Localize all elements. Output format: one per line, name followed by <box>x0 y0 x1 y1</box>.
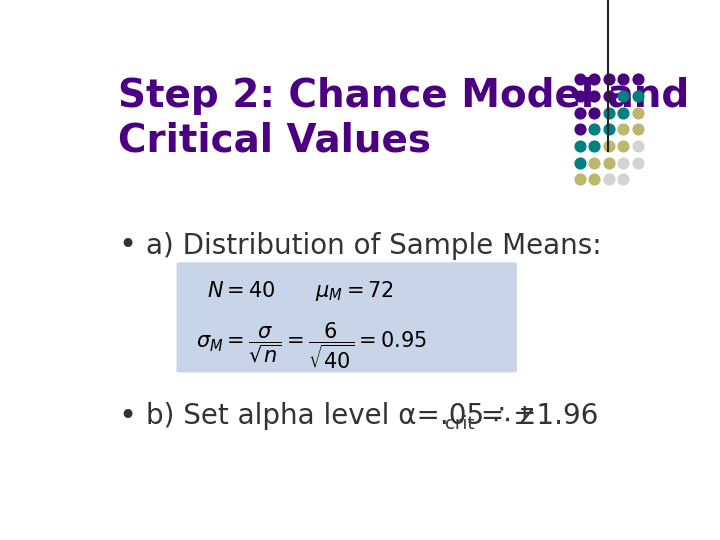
Text: $N = 40 \qquad \mu_M = 72$: $N = 40 \qquad \mu_M = 72$ <box>207 279 394 303</box>
Point <box>603 109 615 117</box>
Text: $\sigma_M = \dfrac{\sigma}{\sqrt{n}} = \dfrac{6}{\sqrt{40}} = 0.95$: $\sigma_M = \dfrac{\sigma}{\sqrt{n}} = \… <box>196 321 427 372</box>
Text: •: • <box>118 231 136 260</box>
Text: crit: crit <box>445 415 474 433</box>
Point <box>574 125 585 133</box>
Point <box>618 141 629 150</box>
Point <box>632 92 644 100</box>
Point <box>618 109 629 117</box>
Point <box>632 109 644 117</box>
Point <box>574 141 585 150</box>
Point <box>632 158 644 167</box>
Point <box>632 141 644 150</box>
Point <box>618 175 629 184</box>
Point <box>618 125 629 133</box>
Point <box>574 92 585 100</box>
Point <box>589 109 600 117</box>
Text: a) Distribution of Sample Means:: a) Distribution of Sample Means: <box>145 232 601 260</box>
Point <box>632 125 644 133</box>
Point <box>603 141 615 150</box>
Point <box>618 75 629 84</box>
Text: •: • <box>118 402 136 431</box>
Text: Step 2: Chance Model and
Critical Values: Step 2: Chance Model and Critical Values <box>118 77 689 159</box>
Point <box>574 158 585 167</box>
Point <box>603 175 615 184</box>
Point <box>589 158 600 167</box>
Point <box>589 92 600 100</box>
Text: b) Set alpha level α=.05 ∴ z: b) Set alpha level α=.05 ∴ z <box>145 402 534 430</box>
Point <box>574 175 585 184</box>
Point <box>589 125 600 133</box>
Point <box>618 92 629 100</box>
Point <box>603 75 615 84</box>
Point <box>574 75 585 84</box>
FancyBboxPatch shape <box>176 262 517 373</box>
Point <box>589 175 600 184</box>
Point <box>574 109 585 117</box>
Point <box>589 75 600 84</box>
Text: = ±1.96: = ±1.96 <box>472 402 598 430</box>
Point <box>618 158 629 167</box>
Point <box>603 158 615 167</box>
Point <box>589 141 600 150</box>
Point <box>603 125 615 133</box>
Point <box>603 92 615 100</box>
Point <box>632 75 644 84</box>
